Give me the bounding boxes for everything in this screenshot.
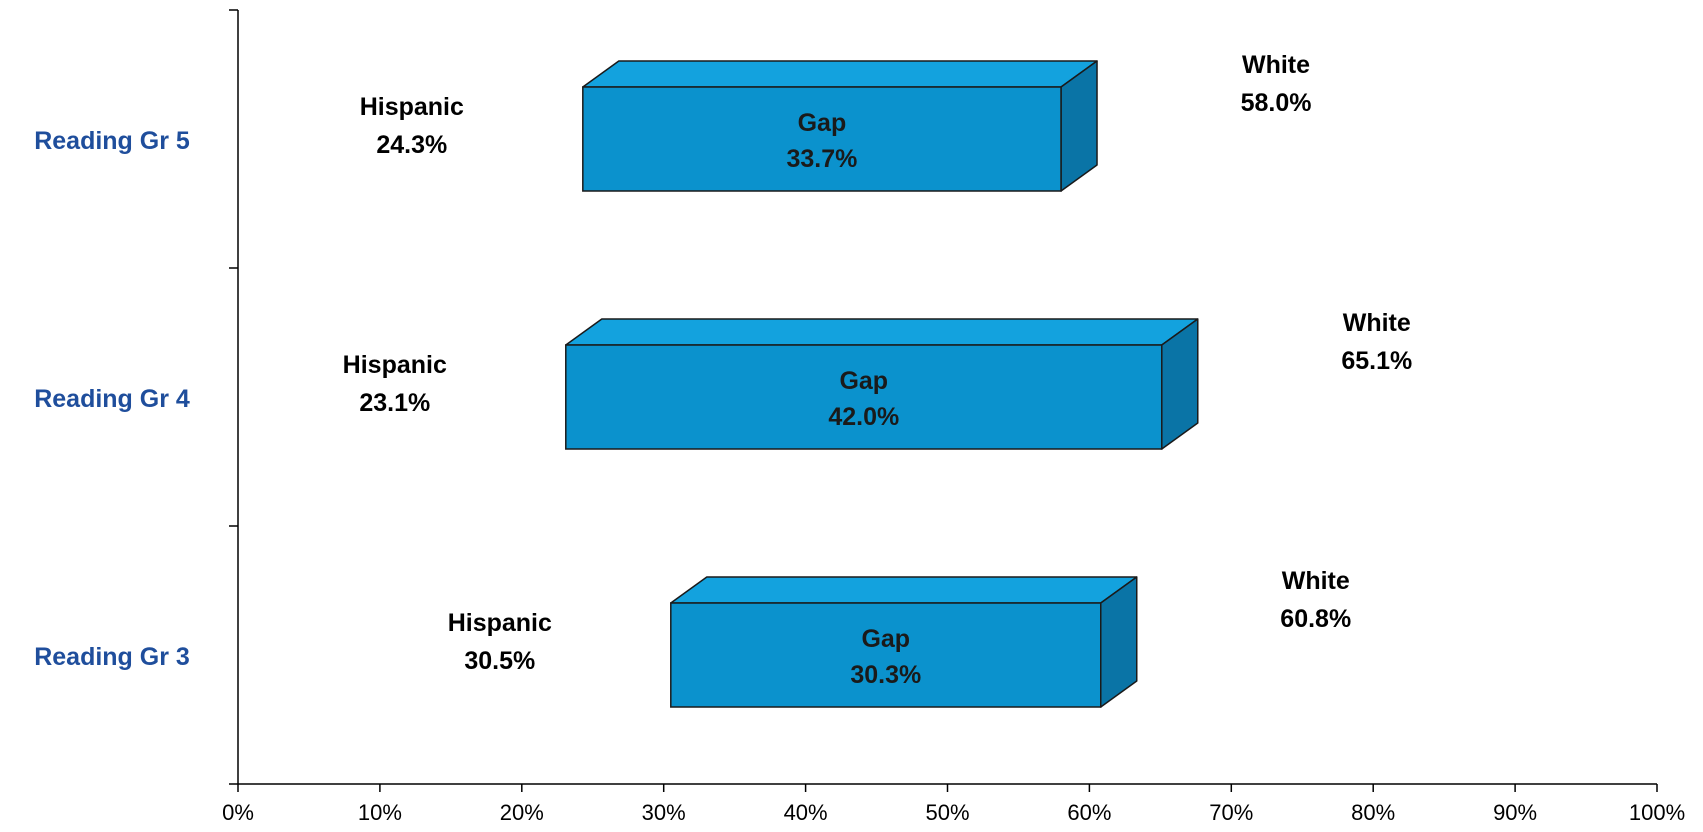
category-label: Reading Gr 4 — [34, 385, 190, 413]
white-name-label: White — [1242, 51, 1310, 79]
gap-value-label: 42.0% — [828, 403, 899, 431]
gap-bar-top-face — [670, 576, 1138, 604]
white-name-label: White — [1343, 309, 1411, 337]
hispanic-value-label: 23.1% — [359, 389, 430, 417]
x-tick-label: 40% — [784, 800, 828, 825]
x-tick-label: 30% — [642, 800, 686, 825]
gap-bar-top-face — [565, 318, 1199, 346]
gap-bar — [565, 318, 1199, 450]
gap-value-label: 30.3% — [850, 661, 921, 689]
chart-bars — [565, 60, 1199, 708]
gap-bar — [670, 576, 1138, 708]
white-value-label: 60.8% — [1280, 605, 1351, 633]
gap-value-label: 33.7% — [786, 145, 857, 173]
x-tick-label: 60% — [1067, 800, 1111, 825]
x-tick-label: 10% — [358, 800, 402, 825]
gap-bar-front-face — [565, 344, 1163, 450]
hispanic-name-label: Hispanic — [448, 609, 552, 637]
gap-name-label: Gap — [798, 109, 847, 137]
gap-bar-top-face — [582, 60, 1098, 88]
x-tick-label: 0% — [222, 800, 254, 825]
gap-bar-front-face — [670, 602, 1102, 708]
hispanic-value-label: 30.5% — [464, 647, 535, 675]
x-tick-label: 90% — [1493, 800, 1537, 825]
category-label: Reading Gr 5 — [34, 127, 190, 155]
hispanic-value-label: 24.3% — [376, 131, 447, 159]
gap-name-label: Gap — [861, 625, 910, 653]
x-tick-label: 100% — [1629, 800, 1685, 825]
white-value-label: 65.1% — [1341, 347, 1412, 375]
hispanic-name-label: Hispanic — [343, 351, 447, 379]
x-tick-label: 70% — [1209, 800, 1253, 825]
x-tick-label: 20% — [500, 800, 544, 825]
gap-bar — [582, 60, 1098, 192]
white-value-label: 58.0% — [1241, 89, 1312, 117]
white-name-label: White — [1282, 567, 1350, 595]
category-label: Reading Gr 3 — [34, 643, 190, 671]
x-tick-label: 80% — [1351, 800, 1395, 825]
chart-labels: Reading Gr 5 Gap 33.7% Hispanic 24.3% White 58… — [34, 51, 1412, 689]
gap-name-label: Gap — [839, 367, 888, 395]
chart-axes: 0% 10% 20% 30% 40% 50% 60% 70% 80% 90% 100% — [222, 9, 1685, 825]
x-tick-label: 50% — [925, 800, 969, 825]
gap-bar-front-face — [582, 86, 1062, 192]
hispanic-name-label: Hispanic — [360, 93, 464, 121]
